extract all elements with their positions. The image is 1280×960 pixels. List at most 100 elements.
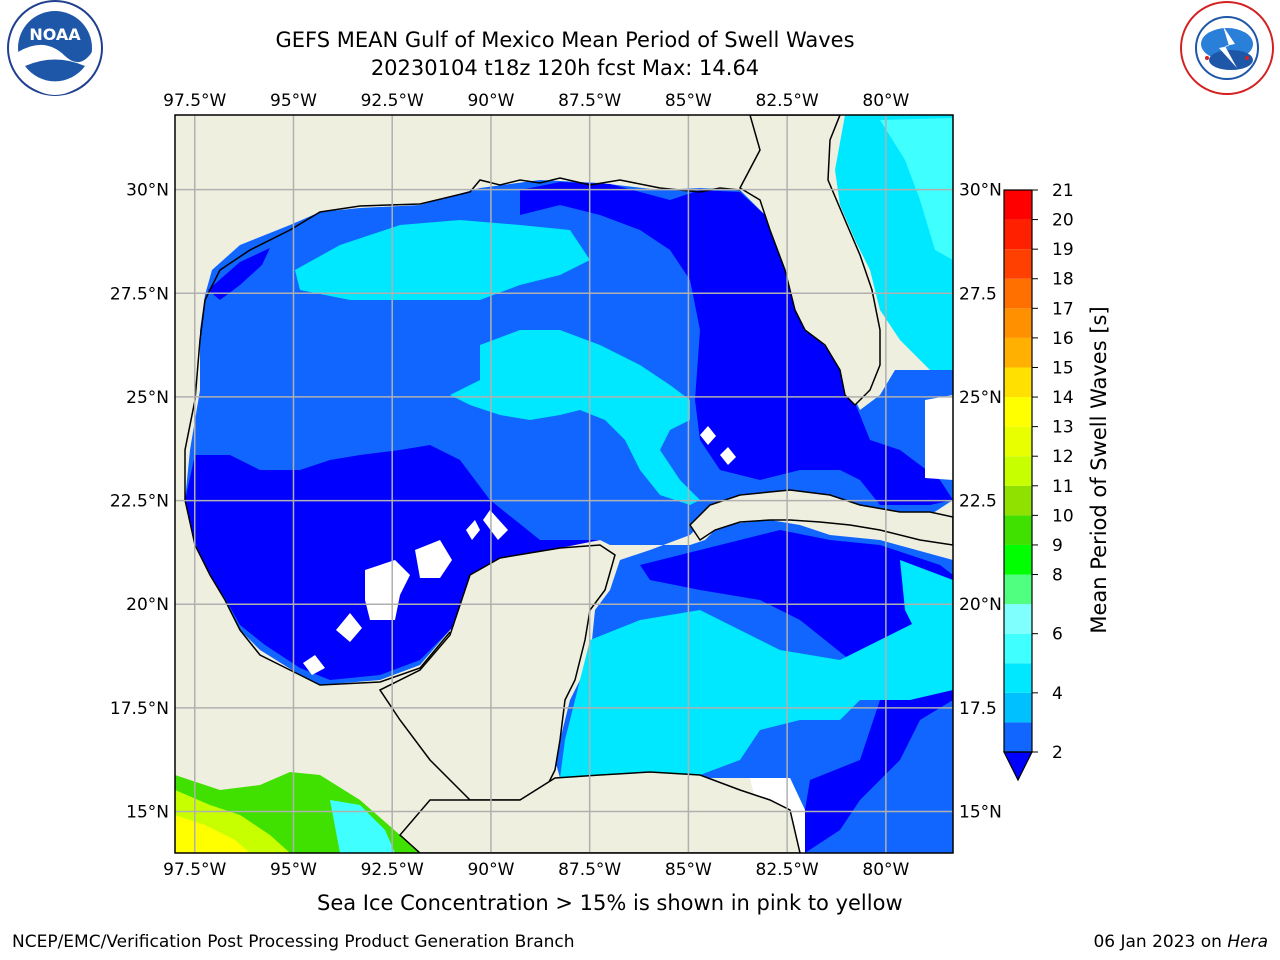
x-tick-label: 87.5°W — [558, 91, 621, 111]
colorbar-tick-label: 10 — [1052, 506, 1074, 526]
y-tick-label: 27.5°N — [110, 284, 169, 304]
region-cyan-se — [900, 560, 953, 640]
colorbar-segment — [1004, 544, 1032, 575]
colorbar-tick-label: 21 — [1052, 181, 1074, 201]
colorbar-segment — [1004, 663, 1032, 693]
colorbar-frame — [1003, 189, 1033, 753]
region-dark-nw — [208, 248, 270, 300]
x-tick-label: 87.5°W — [558, 860, 621, 880]
colorbar-segment — [1004, 308, 1032, 338]
us-gulf-coast — [184, 177, 741, 500]
x-tick-label: 80°W — [862, 91, 909, 111]
x-tick-label: 95°W — [270, 91, 317, 111]
footer-branch: NCEP/EMC/Verification Post Processing Pr… — [12, 932, 575, 952]
nws-logo — [1180, 1, 1274, 95]
colorbar-segment — [1004, 604, 1032, 634]
noaa-logo: NOAA — [7, 0, 103, 96]
sea-ice-note: Sea Ice Concentration > 15% is shown in … — [317, 891, 903, 915]
y-tick-labels-left: 30°N 27.5°N 25°N 22.5°N 20°N 17.5°N 15°N — [110, 181, 169, 823]
honduras-land — [398, 771, 801, 853]
x-tick-label: 95°W — [270, 860, 317, 880]
x-tick-labels-bottom: 97.5°W 95°W 92.5°W 90°W 87.5°W 85°W 82.5°W 80°W — [163, 860, 909, 880]
colorbar-tick-label: 18 — [1052, 270, 1074, 290]
colorbar-tick-label: 13 — [1052, 418, 1074, 438]
colorbar-segment — [1004, 337, 1032, 368]
x-tick-label: 80°W — [862, 860, 909, 880]
colorbar-tick-label: 12 — [1052, 447, 1074, 467]
footer-date-text: 06 Jan 2023 on — [1093, 932, 1222, 952]
colorbar-segment — [1004, 190, 1032, 220]
y-tick-label: 17.5°N — [110, 699, 169, 719]
colorbar-tick-label: 9 — [1052, 536, 1063, 556]
chart-subtitle: 20230104 t18z 120h fcst Max: 14.64 — [370, 56, 760, 80]
y-tick-label: 30°N — [126, 181, 169, 201]
colorbar-tick-label: 20 — [1052, 211, 1074, 231]
florida-land — [739, 115, 881, 407]
colorbar-segment — [1004, 485, 1032, 516]
x-tick-label: 90°W — [467, 860, 514, 880]
colorbar-segment — [1004, 456, 1032, 486]
y-tick-label: 15°N — [959, 803, 1002, 823]
footer-machine: Hera — [1227, 932, 1268, 952]
y-tick-label: 17.5 — [959, 699, 997, 719]
colorbar-segment — [1004, 515, 1032, 545]
colorbar-segment — [1004, 367, 1032, 398]
map-frame — [174, 114, 954, 854]
x-tick-label: 82.5°W — [756, 860, 819, 880]
colorbar-tick-label: 19 — [1052, 240, 1074, 260]
colorbar-tick-label: 17 — [1052, 299, 1074, 319]
colorbar-segment — [1004, 574, 1032, 605]
colorbar-tick-label: 11 — [1052, 477, 1074, 497]
colorbar-segment — [1004, 633, 1032, 664]
colorbar-extend-min — [1003, 751, 1033, 782]
gridlines — [175, 115, 953, 853]
region-dark-east — [520, 182, 953, 505]
y-tick-label: 25°N — [126, 388, 169, 408]
colorbar: 2 4 6 8 9 10 11 12 13 14 15 16 17 18 19 20 21 — [1003, 181, 1074, 782]
y-tick-labels-right: 30°N 27.5 25°N 22.5 20°N 17.5 15°N — [959, 181, 1002, 823]
colorbar-segment — [1004, 692, 1032, 723]
region-cyan-caribbean — [560, 600, 953, 778]
y-tick-label: 20°N — [959, 595, 1002, 615]
x-tick-label: 92.5°W — [361, 860, 424, 880]
y-tick-label: 20°N — [126, 595, 169, 615]
seaice-region-cyan — [330, 800, 395, 853]
yucatan-land — [378, 544, 616, 801]
colorbar-label: Mean Period of Swell Waves [s] — [1087, 306, 1111, 633]
x-tick-label: 85°W — [665, 860, 712, 880]
svg-text:NOAA: NOAA — [29, 25, 81, 44]
y-tick-label: 15°N — [126, 803, 169, 823]
x-tick-label: 92.5°W — [361, 91, 424, 111]
region-cyan-central — [450, 330, 700, 505]
colorbar-segment — [1004, 249, 1032, 279]
x-tick-label: 85°W — [665, 91, 712, 111]
footer-date: 06 Jan 2023 on Hera — [1093, 932, 1268, 952]
colorbar-tick-label: 14 — [1052, 388, 1074, 408]
x-tick-label: 90°W — [467, 91, 514, 111]
colorbar-tick-label: 2 — [1052, 743, 1063, 763]
colorbar-segment — [1004, 278, 1032, 309]
region-cyan-north — [295, 220, 590, 300]
x-tick-label: 82.5°W — [756, 91, 819, 111]
y-tick-label: 30°N — [959, 181, 1002, 201]
colorbar-tick-label: 15 — [1052, 358, 1074, 378]
y-tick-label: 22.5°N — [110, 492, 169, 512]
colorbar-tick-label: 16 — [1052, 329, 1074, 349]
y-tick-label: 27.5 — [959, 284, 997, 304]
x-tick-label: 97.5°W — [163, 860, 226, 880]
colorbar-segment — [1004, 426, 1032, 457]
x-tick-label: 97.5°W — [163, 91, 226, 111]
colorbar-segment — [1004, 722, 1032, 752]
colorbar-tick-label: 6 — [1052, 625, 1063, 645]
mexico-coast — [184, 499, 451, 686]
chart-title: GEFS MEAN Gulf of Mexico Mean Period of … — [275, 28, 855, 52]
region-dark-caribbean — [640, 530, 953, 853]
colorbar-tick-label: 4 — [1052, 684, 1063, 704]
colorbar-segment — [1004, 397, 1032, 427]
seaice-region-core — [175, 815, 250, 853]
colorbar-segment — [1004, 219, 1032, 250]
x-tick-labels-top: 97.5°W 95°W 92.5°W 90°W 87.5°W 85°W 82.5°W 80°W — [163, 91, 909, 111]
y-tick-label: 25°N — [959, 388, 1002, 408]
colorbar-tick-label: 8 — [1052, 566, 1063, 586]
